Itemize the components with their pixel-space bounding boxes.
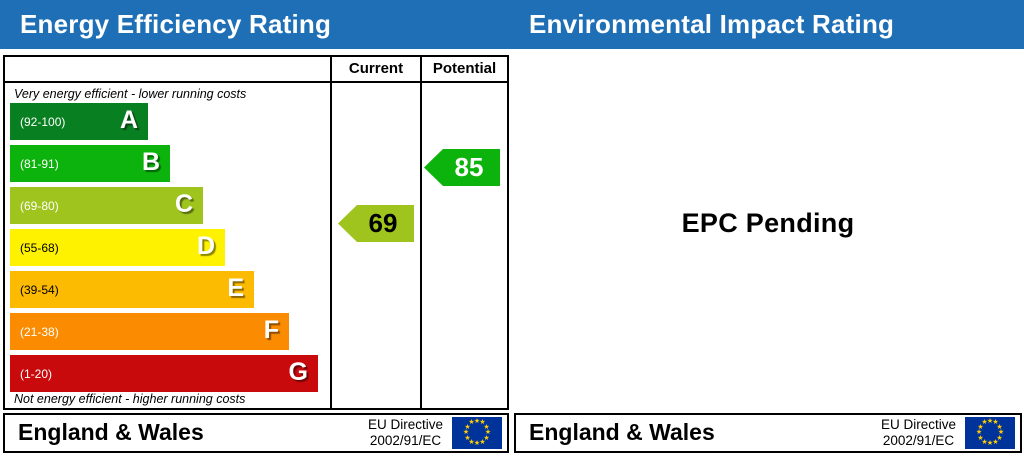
epc-pending-text: EPC Pending: [681, 208, 855, 238]
band-a-range: (92-100): [20, 115, 66, 129]
eu-directive-line1: EU Directive: [880, 417, 956, 432]
footer-left: England & Wales EU Directive 2002/91/EC …: [3, 413, 509, 453]
energy-rating-table: Current Potential Very energy efficient …: [3, 55, 509, 410]
band-c-letter: C: [174, 190, 193, 218]
band-c-range: (69-80): [20, 199, 59, 213]
band-a-letter: A: [119, 106, 138, 134]
band-e-range: (39-54): [20, 283, 59, 297]
current-rating-value: 69: [368, 208, 398, 238]
eu-directive-line1: EU Directive: [367, 417, 443, 432]
band-b: (81-91) B: [10, 145, 170, 182]
band-b-range: (81-91): [20, 157, 59, 171]
band-e: (39-54) E: [10, 271, 254, 308]
energy-efficiency-title: Energy Efficiency Rating: [20, 9, 332, 39]
band-d: (55-68) D: [10, 229, 225, 266]
band-d-letter: D: [196, 232, 215, 260]
potential-column-divider: [420, 57, 422, 408]
band-b-letter: B: [141, 148, 160, 176]
band-a: (92-100) A: [10, 103, 148, 140]
bottom-note: Not energy efficient - higher running co…: [14, 392, 246, 406]
eu-flag-icon: ★ ★ ★ ★ ★ ★ ★ ★ ★ ★ ★ ★: [965, 417, 1015, 449]
band-f: (21-38) F: [10, 313, 289, 350]
band-f-letter: F: [263, 316, 279, 344]
current-column-header: Current: [348, 60, 404, 77]
band-g-letter: G: [288, 358, 308, 386]
band-d-range: (55-68): [20, 241, 59, 255]
band-e-letter: E: [227, 274, 244, 302]
eu-directive-line2: 2002/91/EC: [369, 433, 442, 448]
environmental-impact-title: Environmental Impact Rating: [529, 9, 895, 39]
table-header-row: Current Potential: [5, 57, 507, 83]
header-bar: Energy Efficiency Rating Environmental I…: [0, 0, 1024, 49]
potential-rating-value: 85: [454, 152, 484, 182]
current-rating-arrow: 69: [338, 205, 414, 242]
region-label: England & Wales: [18, 419, 204, 445]
potential-column-header: Potential: [432, 60, 497, 77]
band-f-range: (21-38): [20, 325, 59, 339]
band-c: (69-80) C: [10, 187, 203, 224]
potential-rating-arrow: 85: [424, 149, 500, 186]
eu-directive-line2: 2002/91/EC: [882, 433, 955, 448]
footer-right: England & Wales EU Directive 2002/91/EC …: [514, 413, 1022, 453]
current-column-divider: [330, 57, 332, 408]
eu-directive-label: EU Directive 2002/91/EC: [368, 417, 443, 449]
eu-flag-icon: ★ ★ ★ ★ ★ ★ ★ ★ ★ ★ ★ ★: [452, 417, 502, 449]
band-g-range: (1-20): [20, 367, 53, 381]
top-note: Very energy efficient - lower running co…: [14, 87, 247, 101]
eu-directive-label: EU Directive 2002/91/EC: [881, 417, 956, 449]
band-g: (1-20) G: [10, 355, 318, 392]
region-label: England & Wales: [529, 419, 715, 445]
